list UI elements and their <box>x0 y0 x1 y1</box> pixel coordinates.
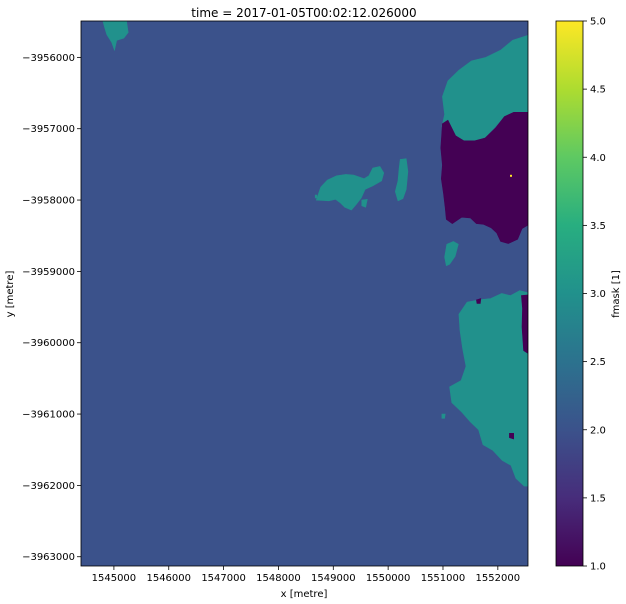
fmask-region-class-3 <box>442 414 445 418</box>
colorbar-ticks: 1.0 1.5 2.0 2.5 3.0 3.5 4.0 4.5 5.0 <box>583 17 606 573</box>
x-tick-label: 1548000 <box>256 573 301 584</box>
y-tick-label: −3957000 <box>22 124 75 135</box>
y-tick-label: −3962000 <box>22 481 75 492</box>
colorbar-tick-label: 1.0 <box>590 562 606 573</box>
colorbar-tick-label: 2.5 <box>590 357 606 368</box>
y-tick-label: −3960000 <box>22 338 75 349</box>
colorbar-tick-label: 2.0 <box>590 425 606 436</box>
x-tick-label: 1546000 <box>146 573 191 584</box>
y-axis-label: y [metre] <box>5 271 16 318</box>
y-tick-label: −3963000 <box>22 552 75 563</box>
x-axis-ticks: 1545000 1546000 1547000 1548000 1549000 15500… <box>92 566 520 584</box>
x-tick-label: 1551000 <box>421 573 466 584</box>
colorbar-tick-label: 3.0 <box>590 289 606 300</box>
colorbar-tick-label: 5.0 <box>590 17 606 28</box>
fmask-pixel-class-5 <box>510 175 512 177</box>
chart-title: time = 2017-01-05T00:02:12.026000 <box>191 6 416 20</box>
y-tick-label: −3958000 <box>22 196 75 207</box>
x-tick-label: 1549000 <box>311 573 356 584</box>
colorbar: 1.0 1.5 2.0 2.5 3.0 3.5 4.0 4.5 5.0 fmask [1] <box>556 17 622 573</box>
colorbar-tick-label: 4.0 <box>590 153 606 164</box>
y-tick-label: −3959000 <box>22 267 75 278</box>
plot-area: 1545000 1546000 1547000 1548000 1549000 15500… <box>22 21 528 584</box>
fmask-region-class-3 <box>315 195 317 198</box>
x-tick-label: 1552000 <box>476 573 521 584</box>
x-axis-label: x [metre] <box>281 589 328 600</box>
colorbar-label: fmask [1] <box>611 270 622 318</box>
colorbar-gradient <box>556 21 583 566</box>
colorbar-tick-label: 4.5 <box>590 85 606 96</box>
x-tick-label: 1550000 <box>366 573 411 584</box>
x-tick-label: 1545000 <box>92 573 137 584</box>
x-tick-label: 1547000 <box>201 573 246 584</box>
y-tick-label: −3961000 <box>22 410 75 421</box>
y-axis-ticks: −3956000 −3957000 −3958000 −3959000 −3960000… <box>22 53 81 563</box>
colorbar-tick-label: 1.5 <box>590 493 606 504</box>
colorbar-tick-label: 3.5 <box>590 221 606 232</box>
y-tick-label: −3956000 <box>22 53 75 64</box>
